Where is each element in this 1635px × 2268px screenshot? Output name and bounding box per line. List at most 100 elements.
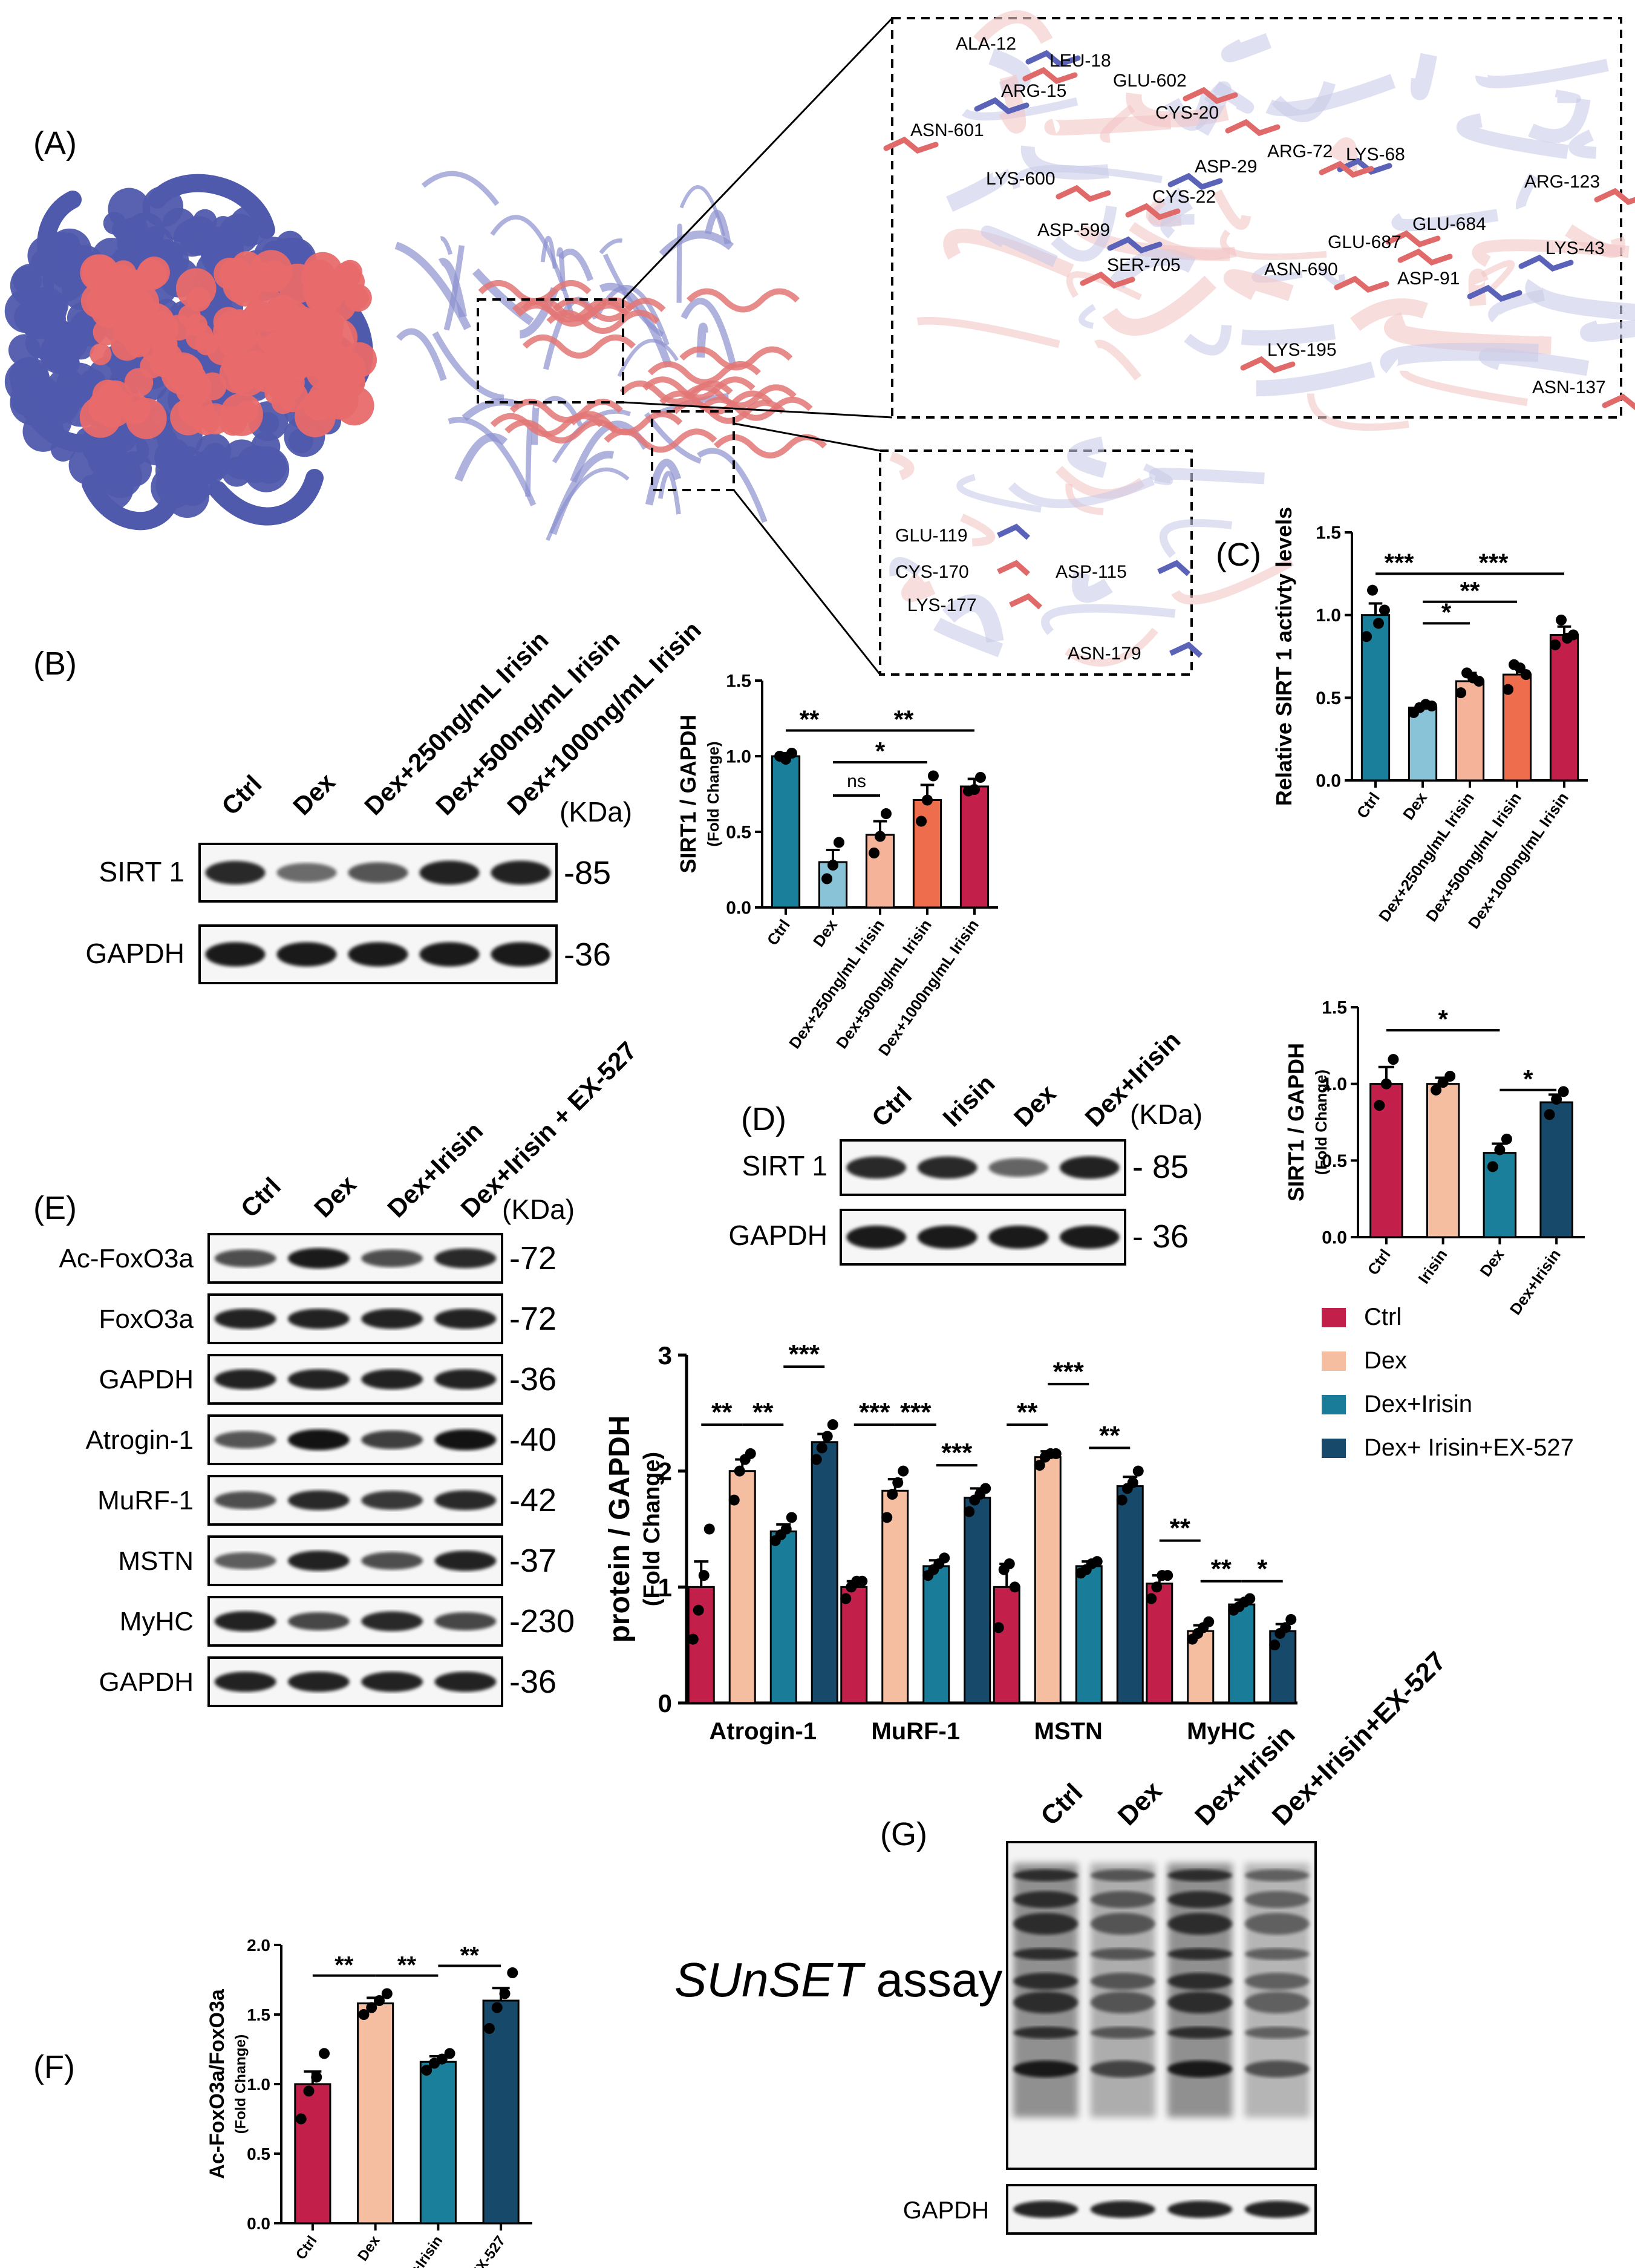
- bar: [1539, 1101, 1573, 1238]
- data-point: [1127, 1477, 1138, 1488]
- blot-name: SIRT 1: [742, 1150, 827, 1181]
- panel-label-d: (D): [741, 1101, 786, 1137]
- data-point: [1503, 684, 1514, 695]
- data-point: [1558, 1086, 1569, 1097]
- data-point: [811, 1454, 822, 1465]
- residue-stick: [1240, 356, 1296, 374]
- residue-stick: [997, 560, 1031, 577]
- y-axis-label: SIRT1 / GAPDH: [1284, 1043, 1308, 1201]
- blot-band: [287, 1248, 350, 1269]
- significance-label: *: [1257, 1554, 1268, 1584]
- residue-label: ASP-599: [1037, 220, 1110, 240]
- data-point: [703, 1523, 715, 1535]
- zoom-ribbon: [1411, 53, 1437, 100]
- surface-blob-red: [243, 301, 275, 332]
- residue-label: LYS-43: [1545, 238, 1605, 258]
- residue-stick: [1467, 284, 1522, 302]
- blot-band: [287, 1309, 350, 1329]
- zoom-ribbon: [1171, 557, 1294, 605]
- blot-kda: -36: [509, 1664, 556, 1700]
- blot-band: [1167, 2201, 1233, 2218]
- zoom-ribbon: [1219, 229, 1327, 260]
- assay-italic: SUnSET: [674, 1953, 866, 2007]
- blot-band: [1244, 1948, 1310, 1960]
- data-point: [1551, 1094, 1562, 1105]
- blot-kda: -37: [509, 1543, 556, 1579]
- bar: [1549, 633, 1579, 782]
- residue-stick: [1602, 393, 1635, 411]
- panel-label-f: (F): [33, 2049, 75, 2085]
- blot-band: [1090, 1869, 1155, 1881]
- surface-blob-red: [124, 368, 154, 397]
- blot-band: [361, 1552, 423, 1570]
- zoom-ribbon: [1515, 173, 1538, 210]
- y-tick-label: 0.5: [1316, 688, 1341, 708]
- significance-label: **: [1170, 1514, 1191, 1543]
- data-point: [1455, 687, 1467, 699]
- cartoon-helix: [672, 399, 786, 424]
- residue-stick: [1022, 67, 1078, 85]
- cartoon-strand: [697, 448, 768, 523]
- data-point: [1501, 1133, 1512, 1145]
- data-point: [821, 873, 833, 884]
- blot-band: [276, 863, 337, 883]
- y-tick-label: 0.0: [1322, 1228, 1347, 1248]
- assay-rest: assay: [863, 1953, 1002, 2007]
- residue-label: LYS-600: [986, 169, 1056, 189]
- zoom-ribbon: [1565, 224, 1625, 258]
- blot-band: [434, 1612, 497, 1631]
- data-point: [993, 1622, 1004, 1633]
- significance-label: **: [460, 1943, 480, 1969]
- zoom-ribbon: [942, 594, 1004, 643]
- zoom-ribbon: [1472, 239, 1630, 267]
- data-point: [1244, 1593, 1256, 1604]
- significance-label: *: [875, 737, 886, 765]
- data-point: [1520, 669, 1532, 681]
- x-tick-label: Atrogin-1: [709, 1718, 817, 1745]
- zoom-ribbon: [1102, 275, 1216, 336]
- panel-label-c: (C): [1216, 537, 1261, 573]
- blot-band: [1013, 1869, 1079, 1881]
- bar: [881, 1489, 909, 1704]
- blot-band: [846, 1225, 907, 1249]
- data-point: [1361, 631, 1372, 642]
- zoom-ribbon: [956, 474, 1042, 513]
- blot-band: [1167, 2027, 1233, 2039]
- blot-band: [434, 1672, 497, 1692]
- x-tick-label: Dex+Irisin: [393, 2233, 446, 2268]
- x-tick-label: Dex: [1476, 1246, 1507, 1280]
- data-point: [1132, 1465, 1144, 1477]
- chart-F: 0.0 0.5 1.0 1.5 2.0 Ac-FoxO3a/FoxO3a (Fold Cha…: [206, 1936, 532, 2268]
- residue-label: CYS-170: [895, 562, 969, 582]
- blot-kda: -72: [509, 1240, 556, 1276]
- residue-label: ASP-91: [1397, 269, 1460, 289]
- zoom-ribbon: [1555, 90, 1581, 103]
- kda-header: (KDa): [560, 796, 632, 828]
- lane-label: Dex: [287, 767, 341, 820]
- data-point: [1372, 618, 1384, 629]
- legend-swatch: [1322, 1439, 1346, 1458]
- zoom-ribbon: [1456, 113, 1569, 159]
- zoom-ribbon: [973, 10, 1053, 45]
- surface-blob-red: [86, 286, 119, 318]
- data-point: [745, 1448, 756, 1459]
- blot-band: [1167, 1891, 1233, 1908]
- blot-band: [434, 1248, 497, 1269]
- bar: [922, 1565, 950, 1704]
- blot-band: [214, 1611, 276, 1632]
- residue-stick: [1125, 203, 1181, 221]
- x-tick-label: Ctrl: [1353, 789, 1383, 822]
- legend-label: Dex+Irisin: [1364, 1391, 1472, 1417]
- residue-stick: [1167, 172, 1223, 191]
- data-point: [499, 1988, 511, 1999]
- legend-label: Ctrl: [1364, 1304, 1402, 1330]
- blot-band: [1013, 2027, 1079, 2039]
- blot-e-5: [207, 1535, 503, 1586]
- y-tick-label: 0.0: [1316, 771, 1341, 791]
- bar: [419, 2060, 457, 2224]
- cartoon-strand: [658, 471, 681, 515]
- y-tick-label: 0.5: [247, 2145, 270, 2163]
- zoom-ribbon: [1525, 279, 1635, 321]
- x-tick-label: MuRF-1: [871, 1718, 960, 1745]
- cartoon-helix: [713, 434, 827, 459]
